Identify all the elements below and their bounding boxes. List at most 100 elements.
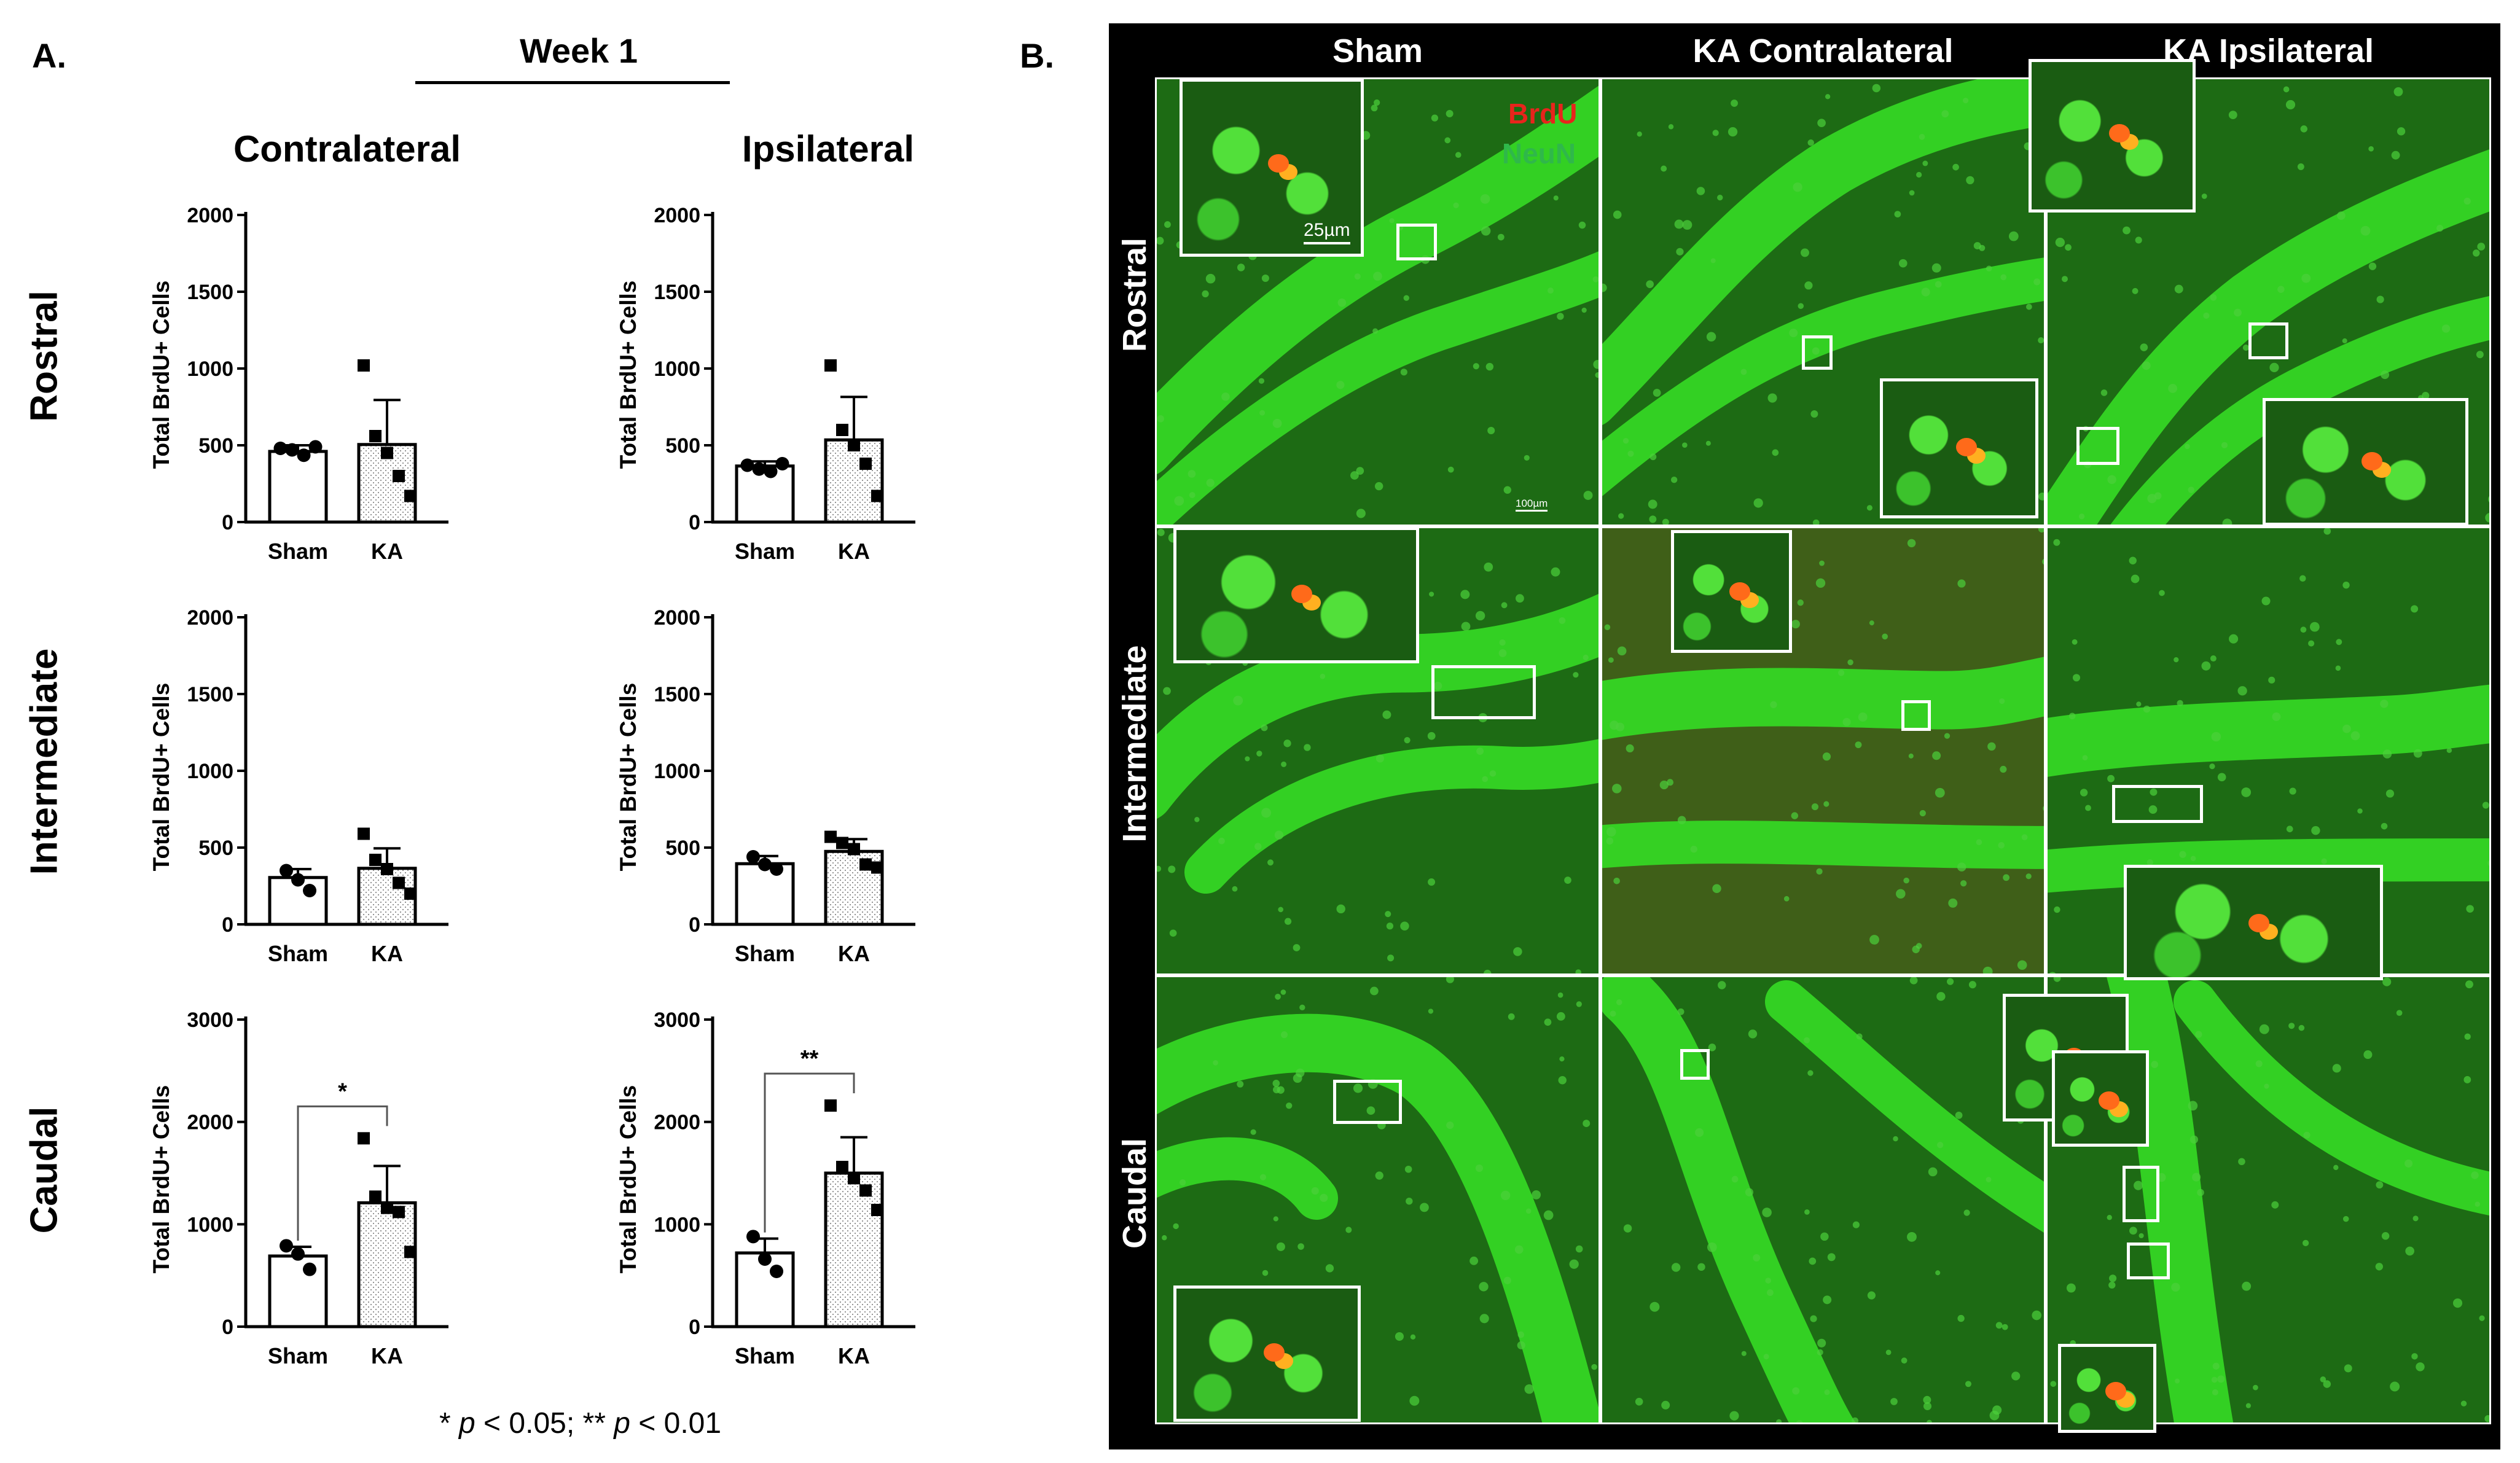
brdu-positive-cell: [1956, 437, 1978, 456]
magnified-inset: [2029, 59, 2196, 213]
x-tick-label: KA: [371, 941, 403, 966]
data-point-sham: [291, 1247, 305, 1261]
y-tick-label: 2000: [187, 204, 233, 227]
region-of-interest-box: [1802, 335, 1833, 370]
micro-column-ka-ipsilateral: KA Ipsilateral: [2162, 33, 2374, 69]
x-tick-label: KA: [371, 1343, 403, 1368]
data-point-ka: [871, 490, 883, 502]
data-point-sham: [273, 442, 288, 455]
micro-column-sham: Sham: [1332, 33, 1423, 69]
data-point-ka: [393, 876, 405, 889]
data-point-sham: [280, 864, 293, 878]
brdu-positive-cell: [2108, 123, 2130, 142]
magnified-inset: [2263, 398, 2468, 526]
inset-scale-bar-label: 25µm: [1304, 220, 1350, 244]
magnified-inset: [1173, 1285, 1361, 1422]
chart-intermediate-contralateral: Total BrdU+ Cells 0 500 1000 1500 2000 Sham KA: [149, 606, 448, 966]
brdu-positive-cell: [1291, 585, 1313, 604]
row-label-rostral: Rostral: [23, 291, 66, 422]
data-point-ka: [836, 424, 848, 436]
region-of-interest-box: [2127, 1243, 2170, 1279]
y-tick-label: 1000: [187, 760, 233, 783]
data-point-ka: [824, 359, 837, 372]
magnified-inset: [2052, 1050, 2149, 1147]
data-point-ka: [381, 1201, 393, 1214]
y-tick-label: 500: [665, 434, 700, 458]
data-point-ka: [836, 1161, 848, 1173]
week-title-underline: [415, 81, 730, 84]
y-tick-label: 2000: [654, 606, 700, 630]
week-title: Week 1: [520, 31, 638, 70]
data-point-sham: [280, 1239, 293, 1253]
magnified-inset: [2124, 865, 2383, 980]
chart-rostral-ipsilateral: Total BrdU+ Cells 0 500 1000 1500 2000 Sham KA: [616, 204, 915, 564]
x-tick-label: KA: [838, 539, 870, 564]
micrograph-panel: Sham KA Contralateral KA Ipsilateral Ros…: [1109, 23, 2500, 1449]
magnified-inset: [1173, 527, 1419, 663]
y-axis-label: Total BrdU+ Cells: [616, 1085, 641, 1274]
data-point-ka: [404, 490, 417, 502]
data-point-sham: [752, 462, 766, 476]
legend-neun: NeuN: [1502, 138, 1576, 170]
y-tick-label: 0: [222, 511, 233, 534]
data-point-ka: [848, 439, 860, 451]
data-point-ka: [859, 1184, 872, 1197]
significance-marker: *: [338, 1079, 347, 1104]
micro-row-rostral: Rostral: [1116, 237, 1153, 353]
bar-sham: [735, 862, 795, 926]
data-point-ka: [859, 458, 872, 470]
region-of-interest-box: [2123, 1166, 2159, 1222]
column-title-ipsilateral: Ipsilateral: [742, 128, 915, 170]
y-tick-label: 0: [222, 1316, 233, 1339]
y-tick-label: 1000: [654, 1213, 700, 1236]
data-point-sham: [303, 1262, 316, 1276]
tissue-image: [1602, 528, 2044, 973]
y-tick-label: 500: [665, 837, 700, 860]
data-point-sham: [297, 448, 311, 462]
significance-marker: **: [800, 1046, 819, 1072]
legend-brdu: BrdU: [1508, 98, 1578, 130]
y-tick-label: 1000: [654, 357, 700, 381]
micro-column-ka-contralateral: KA Contralateral: [1692, 33, 1954, 69]
y-tick-label: 1500: [654, 281, 700, 304]
data-point-sham: [764, 464, 778, 478]
micro-row-caudal: Caudal: [1116, 1137, 1153, 1249]
x-tick-label: Sham: [268, 941, 328, 966]
chart-rostral-contralateral: Total BrdU+ Cells 0 500 1000 1500 2000 Sham KA: [149, 204, 448, 564]
y-tick-label: 500: [198, 837, 233, 860]
tissue-image: [1157, 79, 1598, 525]
y-tick-label: 2000: [654, 204, 700, 227]
data-point-ka: [381, 447, 393, 459]
data-point-ka: [836, 837, 848, 849]
brdu-positive-cell: [2105, 1381, 2126, 1400]
data-point-ka: [369, 430, 382, 442]
row-label-caudal: Caudal: [23, 1106, 66, 1234]
tissue-image: [2048, 528, 2489, 973]
bar-ka: [357, 1201, 417, 1328]
data-point-ka: [358, 359, 370, 372]
brdu-positive-cell: [1729, 582, 1750, 601]
region-of-interest-box: [2112, 785, 2203, 823]
data-point-sham: [746, 1230, 760, 1244]
significance-bracket: [764, 1072, 855, 1233]
region-of-interest-box: [1396, 224, 1437, 260]
y-tick-label: 0: [689, 511, 700, 534]
tissue-image: [1602, 977, 2044, 1422]
magnified-inset: [2058, 1344, 2156, 1433]
chart-caudal-contralateral: Total BrdU+ Cells 0 1000 2000 3000 Sham KA *: [149, 1008, 448, 1368]
data-point-ka: [393, 1206, 405, 1219]
data-point-sham: [740, 458, 754, 472]
region-of-interest-box: [2076, 427, 2119, 465]
data-point-sham: [291, 873, 305, 887]
micro-row-intermediate: Intermediate: [1116, 645, 1153, 843]
data-point-ka: [859, 858, 872, 871]
y-tick-label: 1000: [187, 357, 233, 381]
data-point-ka: [381, 863, 393, 875]
data-point-ka: [358, 827, 370, 840]
y-tick-label: 3000: [187, 1008, 233, 1032]
y-axis-label: Total BrdU+ Cells: [149, 1085, 174, 1274]
chart-caudal-ipsilateral: Total BrdU+ Cells 0 1000 2000 3000 Sham KA **: [616, 1008, 915, 1368]
data-point-sham: [303, 884, 316, 897]
data-point-ka: [404, 888, 417, 900]
y-tick-label: 1000: [654, 760, 700, 783]
